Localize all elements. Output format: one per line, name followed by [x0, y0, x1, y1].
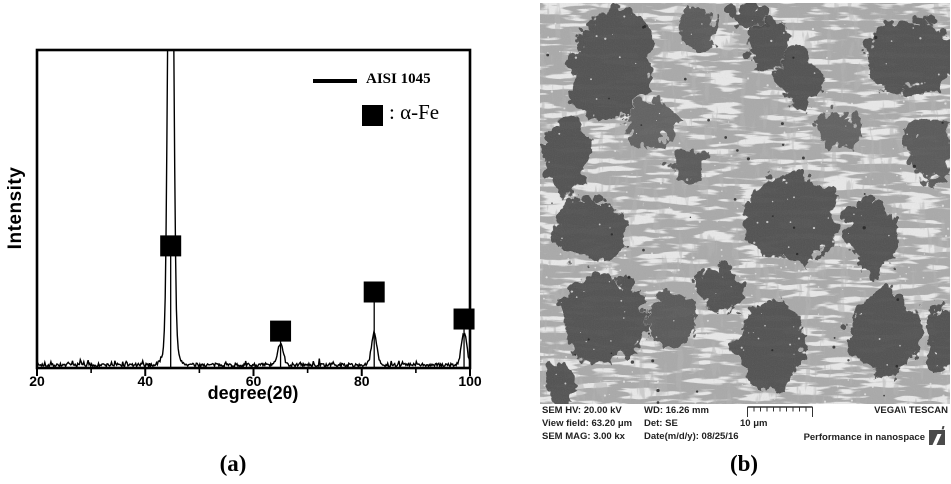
sem-grain-overlay [540, 3, 950, 404]
sem-date-value: Date(m/d/y): 08/25/16 [644, 431, 739, 442]
scale-bar-ruler [747, 406, 813, 417]
sem-mag-value: SEM MAG: 3.00 kx [542, 431, 625, 442]
sem-info-bar: SEM HV: 20.00 kV WD: 16.26 mm View field… [540, 404, 950, 446]
x-tick-label: 80 [353, 373, 370, 389]
x-tick-label: 40 [137, 373, 154, 389]
legend-line-swatch [313, 79, 357, 83]
sem-wd-value: WD: 16.26 mm [644, 405, 709, 416]
x-axis-label: degree(2θ) [207, 383, 299, 403]
tescan-logo-icon [929, 426, 945, 445]
x-axis-ticks: 20 40 60 80 100 [0, 373, 482, 393]
sem-view-field-value: View field: 63.20 μm [542, 418, 633, 429]
xrd-plot [35, 48, 475, 376]
x-tick-label: 20 [29, 373, 45, 389]
legend-series-label: AISI 1045 [366, 71, 431, 87]
caption-b: (b) [729, 451, 759, 476]
sem-micrograph-image [540, 3, 950, 404]
legend-phase-label: : α-Fe [389, 100, 440, 124]
caption-a: (a) [219, 451, 247, 476]
instrument-brand: VEGA\\ TESCAN [874, 405, 948, 416]
x-tick-label: 60 [245, 373, 262, 389]
y-axis-label: Intensity [5, 166, 26, 250]
legend-square-swatch [362, 105, 383, 126]
sem-hv-value: SEM HV: 20.00 kV [542, 405, 622, 416]
x-tick-label: 100 [458, 373, 482, 389]
scale-bar-label: 10 μm [740, 418, 768, 429]
brand-tagline: Performance in nanospace [803, 432, 925, 443]
sem-detector-value: Det: SE [644, 418, 678, 429]
